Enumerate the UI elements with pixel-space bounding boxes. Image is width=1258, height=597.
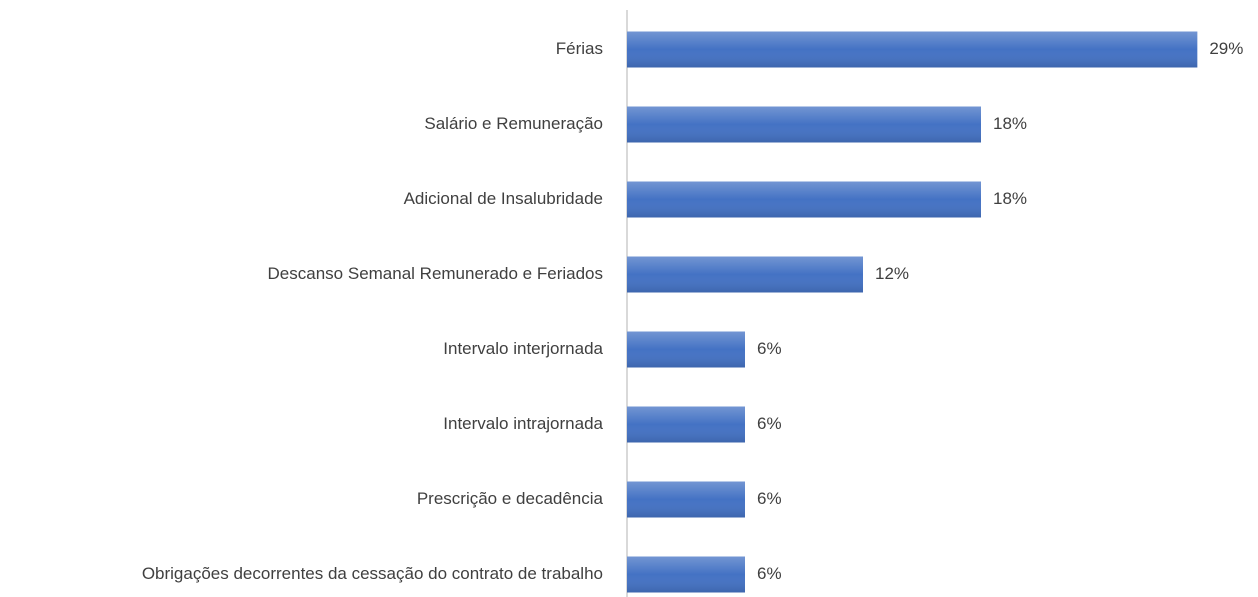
value-label: 6% [757, 339, 782, 358]
bar-shade [627, 556, 745, 593]
value-label: 18% [993, 189, 1027, 208]
bar-shade [627, 481, 745, 518]
category-label: Prescrição e decadência [417, 489, 604, 508]
bar-shade [627, 331, 745, 368]
bar-shade [627, 181, 981, 218]
bar-shade [627, 106, 981, 143]
value-label: 18% [993, 114, 1027, 133]
value-label: 29% [1209, 39, 1243, 58]
category-label: Intervalo interjornada [443, 339, 603, 358]
category-label: Adicional de Insalubridade [404, 189, 603, 208]
value-label: 12% [875, 264, 909, 283]
value-label: 6% [757, 414, 782, 433]
bar-shade [627, 406, 745, 443]
bar-shade [627, 256, 863, 293]
value-label: 6% [757, 564, 782, 583]
category-label: Intervalo intrajornada [443, 414, 603, 433]
bar-shade [627, 31, 1198, 68]
category-label: Salário e Remuneração [424, 114, 603, 133]
value-label: 6% [757, 489, 782, 508]
category-label: Obrigações decorrentes da cessação do co… [142, 564, 603, 583]
category-label: Férias [556, 39, 603, 58]
category-label: Descanso Semanal Remunerado e Feriados [268, 264, 603, 283]
